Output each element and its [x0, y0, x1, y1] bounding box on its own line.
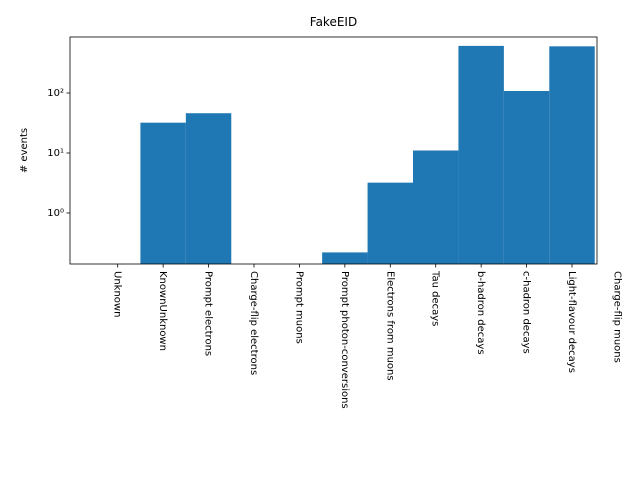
bar	[185, 113, 232, 264]
axes-frame	[69, 36, 598, 265]
x-tick-label: Charge-flip muons	[611, 271, 622, 363]
y-axis-label: # events	[19, 128, 30, 173]
y-tick-label: 10¹	[47, 148, 64, 159]
x-tick-label: Light-flavour decays	[566, 271, 577, 373]
x-tick-label: Prompt photon-conversions	[339, 271, 350, 409]
bar	[322, 252, 368, 264]
bar	[458, 45, 504, 264]
y-tick-label: 10⁰	[47, 208, 64, 219]
x-tick-label: Prompt muons	[293, 271, 304, 344]
x-tick-label: Unknown	[112, 271, 123, 317]
x-tick-label: b-hadron decays	[475, 271, 486, 355]
x-tick-label: Prompt electrons	[203, 271, 214, 356]
bar	[503, 90, 550, 264]
x-tick-label: c-hadron decays	[521, 271, 532, 354]
x-tick-label: Charge-flip electrons	[248, 271, 259, 375]
bar	[549, 46, 595, 265]
chart-title: FakeEID	[310, 15, 357, 29]
bar	[367, 182, 414, 264]
bar	[140, 122, 186, 264]
x-tick-label: KnownUnknown	[157, 271, 168, 351]
x-tick-label: Electrons from muons	[384, 271, 395, 381]
bar	[413, 150, 459, 264]
x-tick-label: Tau decays	[430, 270, 441, 326]
y-tick-label: 10²	[47, 88, 64, 99]
